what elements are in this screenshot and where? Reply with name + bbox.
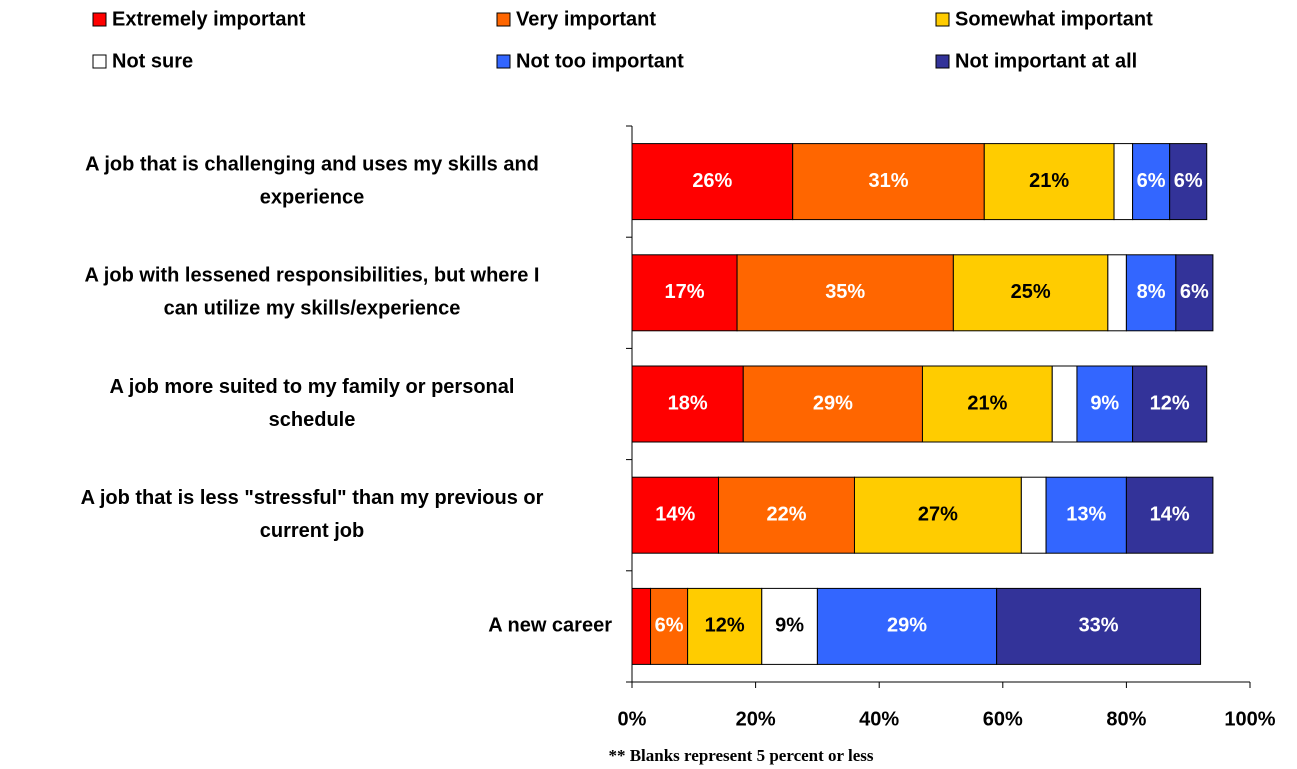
bar-segment [1045,476,1127,554]
data-label: 17% [665,281,705,303]
bar-segment [952,254,1109,332]
bar-segment [631,254,738,332]
data-label: 22% [766,503,806,525]
bar-segment [687,587,763,665]
legend-swatch [496,54,511,69]
data-label: 35% [825,281,865,303]
x-tick-label: 80% [1106,708,1146,730]
category-label: A job more suited to my family or person… [110,376,515,398]
x-tick-label: 0% [618,708,647,730]
legend-swatch [496,12,511,27]
data-label: 21% [1029,170,1069,192]
x-tick-label: 40% [859,708,899,730]
data-label: 12% [705,615,745,637]
bar-segment [1076,365,1134,443]
category-label: A new career [488,615,612,637]
legend-label: Somewhat important [955,8,1153,30]
legend-label: Not too important [516,50,684,72]
bar-segment [983,143,1115,221]
legend-swatch [935,54,950,69]
legend-label: Not sure [112,50,193,72]
data-label: 21% [967,392,1007,414]
data-label: 14% [1150,503,1190,525]
bar-segment [1132,365,1208,443]
category-label: experience [260,186,365,208]
data-label: 13% [1066,503,1106,525]
legend-swatch [92,54,107,69]
bar-segment [742,365,923,443]
bar-segment [1113,143,1134,221]
bar-segment [1125,254,1177,332]
legend-label: Very important [516,8,656,30]
x-tick-label: 20% [736,708,776,730]
bar-segment [1125,476,1214,554]
legend-label: Not important at all [955,50,1137,72]
category-label: A job that is less "stressful" than my p… [81,487,544,509]
data-label: 6% [1180,281,1209,303]
bar-segment [816,587,998,665]
data-label: 14% [655,503,695,525]
bar-segment [736,254,954,332]
bar-segment [1051,365,1078,443]
data-label: 6% [1137,170,1166,192]
data-label: 29% [813,392,853,414]
bar-segment [631,365,744,443]
data-label: 9% [775,615,804,637]
data-label: 9% [1090,392,1119,414]
data-label: 31% [868,170,908,192]
footnote: ** Blanks represent 5 percent or less [608,746,873,765]
x-tick-label: 60% [983,708,1023,730]
data-label: 26% [692,170,732,192]
bar-segment [1107,254,1127,332]
data-label: 25% [1011,281,1051,303]
category-label: can utilize my skills/experience [164,298,461,320]
legend-swatch [92,12,107,27]
data-label: 8% [1137,281,1166,303]
category-label: schedule [269,409,356,431]
bar-segment [1175,254,1214,332]
data-label: 27% [918,503,958,525]
bar-segment [718,476,855,554]
category-label: A job that is challenging and uses my sk… [85,153,539,175]
data-label: 12% [1150,392,1190,414]
bar-segment [761,587,818,665]
bar-segment [650,587,689,665]
legend-swatch [935,12,950,27]
bar-segment [631,476,720,554]
bar-segment [631,587,652,665]
data-label: 6% [1174,170,1203,192]
category-label: current job [260,520,364,542]
bar-segment [1169,143,1208,221]
data-label: 6% [655,615,684,637]
legend-label: Extremely important [112,8,306,30]
bar-segment [921,365,1053,443]
bar-segment [1020,476,1047,554]
bar-segment [996,587,1202,665]
x-tick-label: 100% [1224,708,1275,730]
data-label: 18% [668,392,708,414]
bar-segment [853,476,1022,554]
data-label: 29% [887,615,927,637]
category-label: A job with lessened responsibilities, bu… [85,265,540,287]
data-label: 33% [1079,615,1119,637]
